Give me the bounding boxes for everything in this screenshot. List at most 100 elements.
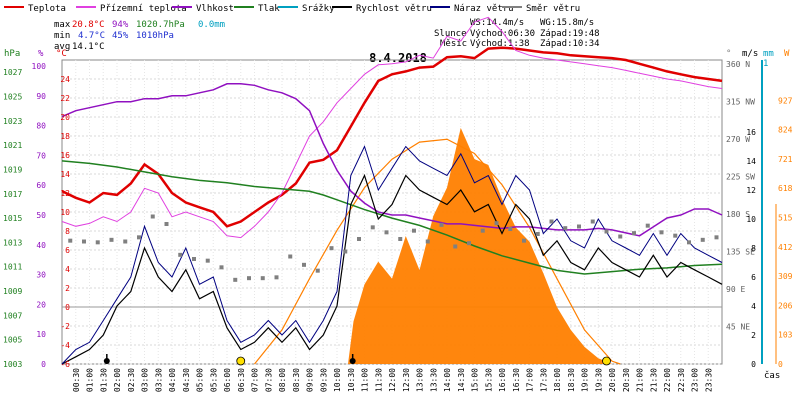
tick-wm2: 618	[778, 184, 793, 193]
tick-wm2: 515	[778, 214, 793, 223]
tick-dir: 90 E	[726, 285, 745, 294]
x-tick-label: 19:30	[594, 368, 603, 392]
moonrise-time: Východ:1:38	[470, 39, 530, 49]
x-tick-label: 22:00	[663, 368, 672, 392]
tick-degc: 24	[60, 75, 70, 84]
series-6-point	[137, 235, 141, 240]
tick-wm2: 309	[778, 272, 793, 281]
stats-avg-temp: 14.1°C	[72, 42, 105, 52]
solar-theoretical-line	[254, 138, 621, 365]
stats-max-hum: 94%	[112, 20, 129, 30]
tick-hpa: 1021	[3, 141, 22, 150]
legend-temp: Teplota	[28, 4, 66, 14]
tick-hpa: 1019	[3, 165, 22, 174]
series-6-point	[192, 257, 196, 261]
x-tick-label: 09:30	[319, 368, 328, 392]
axis-title-hpa: hPa	[4, 49, 20, 59]
tick-wm2: 206	[778, 301, 793, 310]
series-6-point	[150, 214, 155, 219]
x-tick-label: 11:00	[361, 368, 370, 392]
x-tick-label: 08:00	[278, 368, 287, 392]
x-tick-label: 05:30	[209, 368, 218, 392]
tick-wm2: 103	[778, 331, 793, 340]
stats-max-label: max	[54, 20, 71, 30]
legend-wind-direction: Směr větru	[526, 4, 580, 14]
x-tick-label: 06:30	[237, 368, 246, 392]
tick-pct: 100	[32, 62, 47, 71]
tick-dir: 270 W	[726, 135, 750, 144]
legend-pressure: Tlak	[258, 4, 280, 14]
tick-dir: 45 NE	[726, 323, 750, 332]
series-6-point	[274, 275, 279, 280]
tick-pct: 50	[36, 211, 46, 220]
tick-wm2: 721	[778, 155, 793, 164]
stats-max-temp: 20.8°C	[72, 20, 105, 30]
x-tick-label: 14:30	[457, 368, 466, 392]
x-tick-label: 19:00	[581, 368, 590, 392]
series-6-point	[123, 239, 128, 244]
x-tick-label: 21:00	[636, 368, 645, 392]
series-6-point	[302, 262, 306, 267]
series-2-line	[61, 83, 723, 237]
x-tick-label: 12:30	[402, 368, 411, 392]
tick-pct: 60	[36, 181, 46, 190]
tick-ms: 2	[751, 331, 756, 340]
tick-hpa: 1007	[3, 311, 22, 320]
axis-title-dir: °	[726, 49, 731, 59]
sunrise-time: Východ:06:30	[470, 29, 535, 39]
series-6-point	[233, 277, 238, 282]
x-tick-label: 09:00	[306, 368, 315, 392]
series-5-line	[61, 145, 723, 365]
series-6-point	[260, 276, 265, 281]
x-tick-label: 07:30	[264, 368, 273, 392]
series-6-point	[673, 233, 678, 238]
sunset-time: Západ:19:48	[540, 29, 600, 39]
series-6-point	[219, 265, 224, 270]
tick-degc: 12	[60, 189, 70, 198]
series-6-point	[109, 237, 114, 242]
solar-radiation-area	[348, 127, 612, 364]
tick-dir: 315 NW	[726, 98, 755, 107]
stats-min-press: 1010hPa	[136, 31, 174, 41]
legend: Teplota Přízemní teplota Vlhkost Tlak Sr…	[4, 4, 580, 14]
tick-hpa: 1017	[3, 190, 22, 199]
series-6-point	[439, 222, 444, 227]
stats-avg-label: avg	[54, 42, 70, 52]
axis-title-pct: %	[38, 49, 44, 59]
x-tick-label: 13:00	[416, 368, 425, 392]
tick-ms: 6	[751, 273, 756, 282]
tick-degc: 4	[65, 265, 70, 274]
series-6-point	[425, 239, 430, 244]
series-6-point	[618, 234, 623, 239]
tick-wm2: 412	[778, 243, 793, 252]
series-4-line	[61, 173, 723, 365]
x-tick-label: 12:00	[388, 368, 397, 392]
sun-label: Slunce	[434, 29, 467, 39]
series-6-point	[412, 228, 416, 233]
x-tick-label: 03:00	[141, 368, 150, 392]
series-6-point	[563, 226, 568, 231]
x-tick-label: 04:30	[182, 368, 191, 392]
tick-pct: 40	[36, 241, 46, 250]
tick-ms: 12	[746, 186, 756, 195]
series-6-point	[494, 221, 499, 226]
tick-ms: 8	[751, 244, 756, 253]
tick-degc: 18	[60, 132, 70, 141]
legend-rain: Srážky	[302, 4, 335, 14]
x-tick-label: 21:30	[649, 368, 658, 392]
x-tick-label: 03:30	[154, 368, 163, 392]
tick-hpa: 1027	[3, 68, 22, 77]
legend-wind-speed: Rychlost větru	[356, 4, 432, 14]
series-6-point	[604, 229, 609, 234]
tick-hpa: 1023	[3, 117, 22, 126]
tick-pct: 30	[36, 271, 46, 280]
tick-degc: -4	[60, 341, 70, 350]
tick-dir: 180 S	[726, 210, 750, 219]
x-tick-label: 15:00	[471, 368, 480, 392]
x-tick-label: 10:30	[347, 368, 356, 392]
stats-min-temp: 4.7°C	[78, 31, 105, 41]
series-6-point	[357, 237, 361, 241]
tick-hpa: 1003	[3, 360, 22, 369]
x-axis-label: čas	[764, 370, 780, 381]
